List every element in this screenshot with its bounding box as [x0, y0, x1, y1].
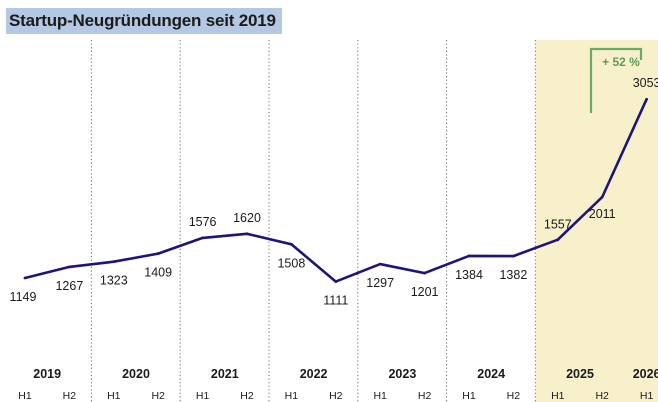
data-point — [378, 262, 382, 266]
data-point — [245, 232, 249, 236]
value-label: 1557 — [544, 218, 572, 232]
data-point — [201, 236, 205, 240]
data-point — [290, 242, 293, 246]
forecast-band — [535, 40, 658, 402]
data-point — [334, 280, 338, 283]
value-label: 1323 — [100, 274, 128, 288]
data-point — [23, 276, 27, 280]
half-year-label: H1 — [640, 390, 654, 402]
year-label: 2021 — [211, 367, 239, 381]
growth-bracket — [589, 47, 643, 113]
half-year-label: H1 — [107, 390, 121, 402]
half-year-label: H1 — [462, 390, 476, 402]
half-year-label: H2 — [240, 390, 254, 402]
year-dividers — [90, 40, 536, 402]
year-label: 2025 — [566, 367, 594, 381]
value-label: 1267 — [55, 279, 83, 293]
value-label: 1576 — [189, 215, 217, 229]
value-label: 1111 — [323, 294, 348, 308]
year-label: 2019 — [33, 367, 61, 381]
value-label: 3053 — [633, 76, 658, 90]
half-year-label: H2 — [507, 390, 521, 402]
year-label: 2023 — [388, 367, 416, 381]
value-label: 2011 — [589, 207, 616, 221]
data-point — [467, 254, 471, 258]
data-point — [645, 97, 648, 101]
data-point — [423, 271, 426, 275]
half-year-label: H1 — [285, 390, 299, 402]
data-point — [600, 195, 604, 199]
data-point — [68, 265, 71, 269]
half-year-label: H1 — [373, 390, 387, 402]
data-point — [112, 260, 116, 264]
half-year-label: H1 — [551, 390, 565, 402]
half-year-label: H1 — [196, 390, 210, 402]
growth-annotation: + 52 % — [602, 55, 640, 69]
year-label: 2020 — [122, 367, 150, 381]
data-point — [156, 252, 160, 255]
chart-title: Startup-Neugründungen seit 2019 — [6, 8, 282, 34]
half-year-label: H1 — [18, 390, 32, 402]
data-point — [556, 238, 560, 242]
half-year-label: H2 — [595, 390, 609, 402]
half-year-label: H2 — [418, 390, 432, 402]
value-label: 1297 — [366, 276, 394, 290]
value-label: 1508 — [277, 256, 305, 270]
half-year-label: H2 — [63, 390, 77, 402]
value-label: 1384 — [455, 268, 483, 282]
half-year-label: H2 — [151, 390, 165, 402]
value-label: 1149 — [10, 290, 37, 304]
value-label: 1201 — [411, 285, 439, 299]
value-label: 1620 — [233, 211, 261, 225]
value-label: 1409 — [144, 266, 172, 280]
year-label: 2024 — [477, 367, 505, 381]
half-year-label: H2 — [329, 390, 343, 402]
year-label: 2026 — [633, 367, 658, 381]
year-label: 2022 — [300, 367, 328, 381]
data-point — [512, 254, 515, 258]
value-label: 1382 — [499, 268, 527, 282]
